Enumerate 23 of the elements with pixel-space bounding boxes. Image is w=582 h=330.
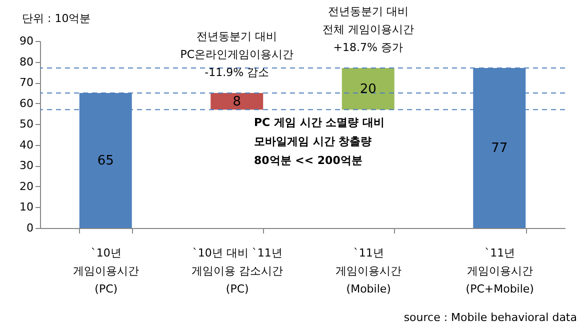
annotation: 전년동분기 대비 PC온라인게임이용시간 -11.9% 감소 <box>180 30 294 79</box>
x-tick-label: `10년 대비 `11년 게임이용 감소시간 (PC) <box>192 246 284 296</box>
y-tick-label: 80 <box>20 55 34 68</box>
x-tick-label: `11년 게임이용시간 (PC+Mobile) <box>466 246 534 296</box>
y-tick-label: 50 <box>20 118 34 131</box>
y-tick-label: 40 <box>20 138 34 152</box>
data-label: 65 <box>97 153 114 168</box>
y-tick-label: 20 <box>20 180 34 193</box>
data-label: 8 <box>232 94 242 110</box>
annotation: PC 게임 시간 소멸량 대비 모바일게임 시간 창출량 80억분 << 200억분 <box>254 116 384 167</box>
y-tick-label: 10 <box>20 200 34 214</box>
y-tick-label: 0 <box>26 222 34 234</box>
text: 단위 : 10억분 <box>22 12 91 25</box>
annotation: 전년동분기 대비 전체 게임이용시간 +18.7% 증가 <box>322 5 414 54</box>
data-label: 20 <box>360 82 376 97</box>
source-note: source : Mobile behavioral data <box>404 311 577 324</box>
x-tick-label: `11년 게임이용시간 (Mobile) <box>336 246 402 296</box>
data-label: 77 <box>491 141 508 156</box>
y-tick-label: 30 <box>20 159 34 172</box>
y-tick-label: 70 <box>20 76 34 90</box>
y-tick-label: 90 <box>20 34 34 48</box>
y-tick-label: 60 <box>20 96 34 110</box>
x-tick-label: `10년 게임이용시간 (PC) <box>73 246 140 296</box>
